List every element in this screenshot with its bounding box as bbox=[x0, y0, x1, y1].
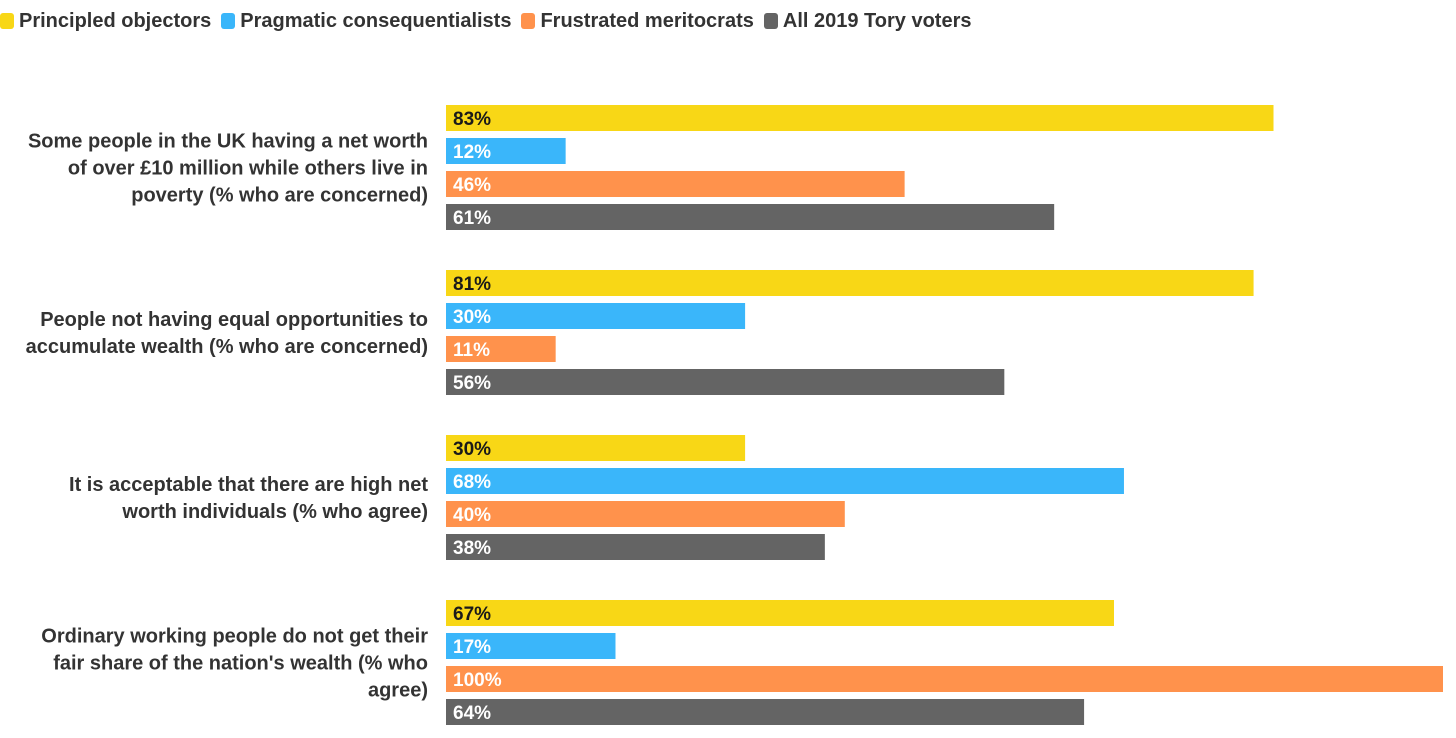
value-label: 17% bbox=[453, 637, 491, 658]
legend-swatch bbox=[521, 13, 536, 29]
value-label: 61% bbox=[453, 208, 491, 229]
legend-swatch bbox=[0, 13, 14, 29]
bar-principled-objectors[interactable] bbox=[446, 600, 1114, 626]
category-label-line: accumulate wealth (% who are concerned) bbox=[26, 336, 428, 358]
legend-item-all-2019-tory-voters[interactable]: All 2019 Tory voters bbox=[763, 9, 972, 33]
legend-item-frustrated-meritocrats[interactable]: Frustrated meritocrats bbox=[521, 9, 754, 33]
value-label: 12% bbox=[453, 142, 491, 163]
bar-pragmatic-consequentialists[interactable] bbox=[446, 468, 1124, 494]
value-label: 30% bbox=[453, 439, 491, 460]
legend: Principled objectors Pragmatic consequen… bbox=[0, 8, 981, 34]
bar-all-2019-tory-voters[interactable] bbox=[446, 534, 825, 560]
legend-swatch bbox=[221, 13, 236, 29]
bar-principled-objectors[interactable] bbox=[446, 435, 746, 461]
legend-label: All 2019 Tory voters bbox=[782, 9, 972, 32]
category-label-line: People not having equal opportunities to bbox=[40, 309, 428, 331]
category-label: People not having equal opportunities to… bbox=[26, 309, 428, 358]
legend-item-pragmatic-consequentialists[interactable]: Pragmatic consequentialists bbox=[221, 10, 511, 33]
bar-all-2019-tory-voters[interactable] bbox=[446, 699, 1085, 725]
bar-frustrated-meritocrats[interactable] bbox=[446, 171, 905, 197]
bar-frustrated-meritocrats[interactable] bbox=[446, 336, 556, 362]
bar-principled-objectors[interactable] bbox=[446, 105, 1274, 131]
category-label-line: poverty (% who are concerned) bbox=[131, 185, 428, 207]
bar-principled-objectors[interactable] bbox=[446, 270, 1254, 296]
value-label: 38% bbox=[453, 538, 491, 559]
value-label: 81% bbox=[453, 274, 491, 295]
category-label-line: worth individuals (% who agree) bbox=[121, 501, 428, 523]
bar-all-2019-tory-voters[interactable] bbox=[446, 369, 1005, 395]
bar-pragmatic-consequentialists[interactable] bbox=[446, 633, 616, 659]
category-label: Some people in the UK having a net worth… bbox=[28, 131, 428, 207]
legend-label: Frustrated meritocrats bbox=[540, 9, 754, 32]
bar-pragmatic-consequentialists[interactable] bbox=[446, 138, 566, 164]
bar-frustrated-meritocrats[interactable] bbox=[446, 501, 845, 527]
legend-label: Principled objectors bbox=[19, 9, 212, 32]
category-label-line: agree) bbox=[368, 680, 428, 702]
category-label: Ordinary working people do not get their… bbox=[41, 626, 428, 702]
legend-label: Pragmatic consequentialists bbox=[240, 9, 512, 32]
category-label: It is acceptable that there are high net… bbox=[69, 474, 428, 523]
value-label: 68% bbox=[453, 472, 491, 493]
legend-item-principled-objectors[interactable]: Principled objectors bbox=[0, 10, 211, 33]
legend-swatch bbox=[763, 13, 778, 29]
value-label: 11% bbox=[453, 340, 490, 361]
bar-frustrated-meritocrats[interactable] bbox=[446, 666, 1443, 692]
value-label: 64% bbox=[453, 703, 491, 724]
category-label-line: fair share of the nation's wealth (% who bbox=[53, 653, 428, 675]
value-label: 67% bbox=[453, 604, 491, 625]
value-label: 83% bbox=[453, 109, 491, 130]
value-label: 40% bbox=[453, 505, 491, 526]
category-label-line: of over £10 million while others live in bbox=[68, 158, 428, 180]
value-label: 30% bbox=[453, 307, 491, 328]
bar-all-2019-tory-voters[interactable] bbox=[446, 204, 1055, 230]
value-label: 100% bbox=[453, 670, 502, 691]
value-label: 56% bbox=[453, 373, 491, 394]
category-label-line: Some people in the UK having a net worth bbox=[28, 131, 428, 153]
category-label-line: Ordinary working people do not get their bbox=[41, 626, 428, 648]
bar-pragmatic-consequentialists[interactable] bbox=[446, 303, 746, 329]
category-label-line: It is acceptable that there are high net bbox=[69, 474, 428, 496]
value-label: 46% bbox=[453, 175, 491, 196]
